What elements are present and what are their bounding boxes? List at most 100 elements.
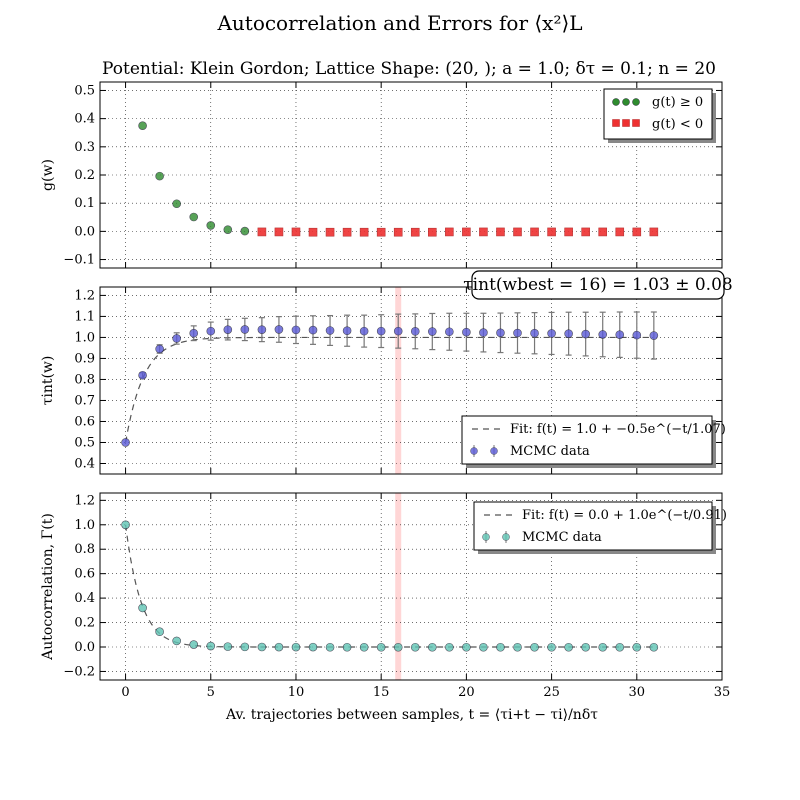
data-point xyxy=(189,640,199,649)
data-point xyxy=(410,327,420,336)
data-point xyxy=(479,328,488,337)
data-point xyxy=(342,227,352,237)
y-tick-label: 0.4 xyxy=(74,591,95,606)
x-tick-label: 15 xyxy=(373,685,390,700)
data-point xyxy=(632,227,642,237)
y-tick-label: 0.4 xyxy=(74,456,95,471)
legend-marker xyxy=(502,533,510,541)
data-point xyxy=(376,326,386,336)
data-point xyxy=(138,603,147,613)
data-point xyxy=(359,227,369,237)
data-point xyxy=(632,642,642,652)
legend-label: g(t) < 0 xyxy=(652,117,703,132)
data-point xyxy=(223,225,233,234)
data-point xyxy=(479,227,488,237)
axis-ticks xyxy=(100,493,723,680)
data-point xyxy=(121,520,130,530)
data-point xyxy=(342,326,352,336)
tau-annotation-box xyxy=(471,270,725,300)
data-point xyxy=(376,642,386,652)
data-point xyxy=(291,642,301,652)
best-window-marker xyxy=(395,493,402,680)
data-point xyxy=(223,325,233,334)
data-point xyxy=(598,642,608,652)
y-tick-label: 0.1 xyxy=(74,196,95,211)
panel-bottom: −0.2 0.0 0.2 0.4 0.6 0.8 1.0 1.2 0 5 10 15 20 25 30 35 A… xyxy=(40,492,730,700)
axis-ticks xyxy=(100,82,723,268)
data-point xyxy=(649,227,659,237)
x-tick-label: 0 xyxy=(121,685,129,700)
series-0 xyxy=(121,520,659,652)
legend-marker xyxy=(632,98,640,106)
x-axis-label: Av. trajectories between samples, t = ⟨τ… xyxy=(225,707,598,723)
legend-label: MCMC data xyxy=(522,530,602,545)
data-point xyxy=(462,227,471,237)
data-point xyxy=(581,329,590,339)
data-point xyxy=(598,330,608,339)
data-point xyxy=(428,327,437,336)
data-point xyxy=(291,325,301,335)
data-point xyxy=(257,325,267,334)
y-tick-label: −0.1 xyxy=(63,253,95,268)
series-0 xyxy=(138,121,250,236)
data-point xyxy=(547,329,556,338)
legend-label: Fit: f(t) = 0.0 + 1.0e^(−t/0.91) xyxy=(522,508,727,523)
y-axis-label: g(w) xyxy=(40,159,56,191)
data-point xyxy=(393,326,403,336)
y-tick-label: 0.6 xyxy=(74,567,95,582)
legend-label: MCMC data xyxy=(510,444,590,459)
data-point xyxy=(496,227,505,237)
legend-marker xyxy=(622,119,630,127)
data-point xyxy=(138,370,147,380)
data-point xyxy=(649,331,659,340)
data-point xyxy=(342,642,352,652)
x-tick-label: 10 xyxy=(288,685,305,700)
data-point xyxy=(496,642,505,652)
tau-annotation: τint(wbest = 16) = 1.03 ± 0.08 xyxy=(463,275,732,295)
data-point xyxy=(291,227,301,237)
y-tick-label: 0.2 xyxy=(74,616,95,631)
data-point xyxy=(428,642,437,652)
y-axis-label: Autocorrelation, Γ(t) xyxy=(40,513,56,661)
legend-marker xyxy=(622,98,630,106)
data-point xyxy=(462,642,471,652)
data-point xyxy=(206,221,216,230)
y-tick-label: 0.5 xyxy=(74,435,95,450)
y-tick-label: 0.5 xyxy=(74,83,95,98)
data-point xyxy=(240,325,250,334)
data-point xyxy=(496,328,505,338)
data-point xyxy=(445,227,454,237)
data-point xyxy=(445,642,454,652)
y-tick-label: 0.8 xyxy=(74,372,95,387)
data-point xyxy=(462,327,471,337)
y-tick-label: 0.0 xyxy=(74,640,95,655)
y-tick-label: 0.7 xyxy=(74,393,95,408)
data-point xyxy=(513,642,522,652)
data-point xyxy=(581,227,590,237)
data-point xyxy=(257,642,267,652)
data-point xyxy=(308,325,318,335)
data-point xyxy=(410,642,420,652)
data-point xyxy=(206,641,216,651)
x-tick-label: 30 xyxy=(629,685,646,700)
data-point xyxy=(359,326,369,336)
data-point xyxy=(393,642,403,652)
figure-title: Autocorrelation and Errors for ⟨x²⟩L xyxy=(216,11,582,35)
data-point xyxy=(325,642,335,652)
data-point xyxy=(615,642,625,652)
data-point xyxy=(359,642,369,652)
data-point xyxy=(615,330,625,339)
data-point xyxy=(274,325,284,334)
data-point xyxy=(189,328,199,338)
data-point xyxy=(615,227,625,237)
plot-frame xyxy=(99,286,723,475)
fit-curve xyxy=(124,336,654,443)
legend-label: Fit: f(t) = 1.0 + −0.5e^(−t/1.07) xyxy=(510,422,726,437)
data-point xyxy=(564,227,573,237)
data-point xyxy=(530,328,539,338)
legend-marker xyxy=(490,447,498,455)
panel-top: −0.1 0.0 0.1 0.2 0.3 0.4 0.5 g(w) g(t) ≥ 0 g(t) <… xyxy=(40,81,723,269)
y-tick-label: 0.4 xyxy=(74,112,95,127)
data-point xyxy=(155,344,164,354)
